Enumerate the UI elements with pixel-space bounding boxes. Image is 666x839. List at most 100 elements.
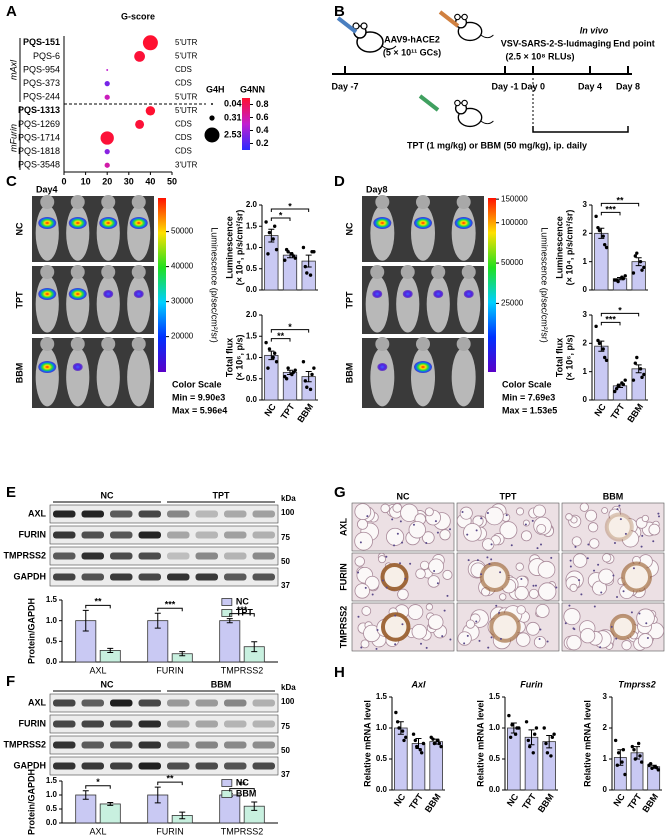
data-point [515,726,519,730]
nucleus [366,515,369,518]
nucleus [616,595,619,598]
bubble [100,131,114,145]
data-point [264,340,268,345]
nucleus [449,638,452,641]
nucleus [357,571,360,574]
error-bar [546,734,553,749]
mouse-image [365,275,389,333]
y-tick-label: 1 [603,754,608,763]
day-label: Day4 [36,184,58,194]
row-label: GAPDH [13,571,46,581]
nucleus [630,611,633,614]
x-tick-label: FURIN [156,826,184,836]
step-text: AAV9-hACE2 [384,34,440,44]
alveolus [485,506,504,526]
y-axis-label: Luminescence [554,216,564,279]
x-tick-label: BBM [640,792,660,815]
scale-max: Max = 1.53e5 [502,405,557,415]
data-point [623,274,627,278]
data-point [639,760,644,764]
alveolus [515,562,524,571]
data-point [528,744,532,749]
data-point [524,720,529,724]
region-label: CDS [175,65,192,74]
data-point [594,324,598,329]
nucleus [632,567,635,570]
blot-band [81,510,104,518]
row-label: NC [14,222,24,235]
blot-strip [49,546,279,566]
region-label: CDS [175,120,192,129]
mouse-image [127,275,151,333]
error-bar [635,257,642,267]
airway [604,512,634,542]
day-label: Day 8 [616,81,640,91]
treatment-text: TPT (1 mg/kg) or BBM (50 mg/kg), ip. dai… [407,140,587,150]
marker-label: 75 [281,533,290,542]
alveolus [536,523,547,534]
y-tick-label: 1.0 [46,616,58,625]
alveolus [415,568,426,579]
blot-band [81,573,104,581]
blot-band [53,573,76,581]
data-point [642,372,646,377]
legend-label: BBM [236,788,257,798]
y-tick-label: 0 [583,395,588,404]
y-tick-label: 1 [583,367,588,376]
alveolus [516,507,525,516]
data-point [301,245,306,250]
data-point [635,355,639,360]
blot-band [53,552,76,560]
blot-band [110,552,133,560]
blot-band [53,762,76,770]
data-point [267,347,272,351]
blot-band [224,531,247,539]
alveolus [641,514,649,523]
nucleus [524,523,527,526]
row-label: FURIN [338,563,348,591]
mouse-image-head [461,265,476,279]
nucleus [550,556,553,559]
mouse-image [396,275,420,333]
alveolus [481,538,495,551]
x-tick-label: AXL [89,826,106,836]
data-point [421,741,426,746]
y-tick-label: PQS-373 [23,78,60,88]
group-label: mAxl [8,59,18,80]
mouse-ear [454,99,461,107]
row-label: FURIN [19,529,47,539]
x-tick-label: BBM [625,402,645,425]
bar [219,620,241,663]
nucleus [657,512,660,515]
data-point [640,268,644,272]
blot-band [224,699,247,707]
alveolus [621,640,632,651]
nucleus [646,637,649,640]
nucleus [401,541,404,544]
unit-label: kDa [281,494,296,503]
error-bar [251,801,258,811]
nucleus [615,637,618,640]
colorbar-label: 150000 [501,194,528,203]
signal [68,288,87,300]
alveolus [360,639,370,649]
y-tick-label: PQS-3548 [18,160,60,170]
blot-band [110,573,133,581]
data-point [604,245,609,250]
error-bar [635,364,642,374]
blot-band [53,741,76,749]
bar [219,794,241,824]
y-tick-label: 1.5 [376,692,388,701]
airway [380,562,409,592]
alveolus [571,536,582,547]
data-point [419,751,424,755]
legend-size [204,127,220,143]
alveolus [648,523,661,536]
x-tick-label: NC [392,791,408,808]
data-point [552,732,556,736]
legend-size [209,115,215,121]
nucleus [564,622,567,625]
alveolus [354,556,365,567]
mouse-image [96,347,120,407]
alveolus [569,583,578,592]
